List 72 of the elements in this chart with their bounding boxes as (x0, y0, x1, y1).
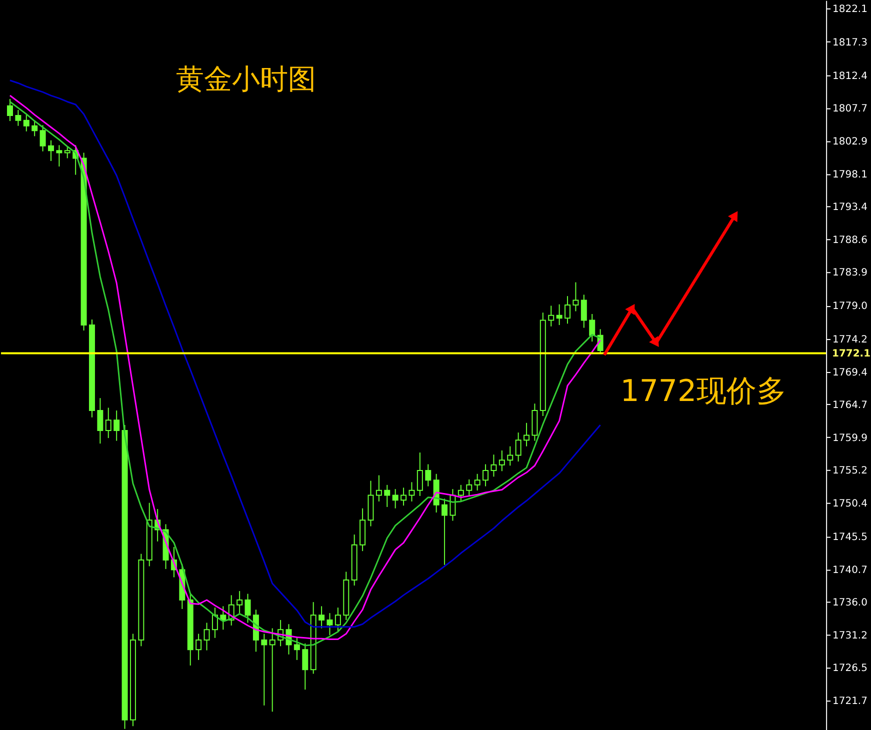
candlestick (482, 464, 489, 487)
candlestick (261, 633, 268, 706)
candlestick (15, 110, 22, 126)
candlestick (40, 124, 46, 152)
y-tick-label: 1769.4 (832, 367, 868, 378)
candlestick (498, 450, 505, 472)
y-tick-label: 1740.7 (832, 565, 868, 576)
y-tick-label: 1731.2 (832, 630, 868, 642)
text: 黄金小时图 (176, 62, 316, 96)
y-tick-label: 1764.7 (832, 400, 868, 411)
y-tick-label: 1793.4 (832, 202, 868, 213)
candlestick (392, 488, 398, 509)
candlestick (524, 422, 530, 447)
y-tick-label: 1817.3 (832, 37, 868, 48)
candlestick (589, 314, 596, 342)
y-tick-label: 1721.7 (832, 696, 868, 708)
candlestick (326, 612, 333, 636)
candlestick (490, 454, 497, 478)
candlestick (269, 628, 276, 712)
y-tick-label: 1755.2 (832, 465, 868, 476)
y-tick-label: 1750.4 (832, 498, 868, 510)
candlestick (64, 146, 70, 159)
candlestick (204, 622, 210, 651)
candlestick (572, 282, 579, 312)
y-tick-label: 1798.1 (832, 170, 868, 181)
candlestick (32, 120, 38, 137)
candlestick (515, 432, 522, 462)
y-tick-label: 1812.4 (832, 71, 868, 82)
candlestick (212, 607, 218, 638)
candlestick (408, 482, 415, 502)
candlestick (97, 398, 104, 444)
candlestick (376, 474, 382, 502)
y-tick-label: 1759.9 (832, 432, 868, 444)
candlestick (400, 487, 407, 506)
y-tick-label: 1774.2 (832, 334, 868, 346)
y-tick-label: 1822.1 (832, 4, 868, 16)
candlestick (334, 607, 341, 632)
y-tick-label: 1788.6 (832, 235, 868, 246)
candlestick (114, 410, 120, 442)
candlestick (105, 407, 112, 439)
y-tick-label: 1802.9 (832, 136, 868, 148)
candlestick (384, 484, 390, 508)
candlestick (507, 446, 514, 466)
candlestick (48, 140, 54, 162)
y-tick-label: 1807.7 (832, 103, 868, 114)
candlestick (220, 606, 226, 630)
candlestick (23, 114, 30, 132)
candlestick (416, 452, 423, 496)
candlestick (302, 642, 308, 690)
candlestick (466, 478, 472, 496)
candlestick (196, 633, 202, 660)
candlestick (458, 484, 464, 502)
candlestick (564, 296, 571, 324)
candlestick (6, 98, 13, 122)
y-tick-label: 1736.0 (832, 598, 868, 609)
candlestick (56, 144, 62, 168)
candlestick (548, 305, 554, 327)
candlestick (442, 498, 448, 566)
y-tick-label: 1726.5 (832, 663, 868, 674)
text: 1772现价多 (620, 374, 787, 409)
y-tick-label: 1783.9 (832, 267, 868, 278)
y-tick-label: 1779.0 (832, 301, 868, 312)
candlestick (236, 590, 243, 614)
candlestick (318, 606, 325, 629)
candlestick (556, 304, 562, 326)
candlestick (425, 464, 432, 487)
ref-line-label: 1772.1 (832, 348, 871, 360)
candlestick (244, 593, 251, 624)
candlestick (294, 636, 300, 660)
candlestick (580, 294, 587, 328)
y-tick-label: 1745.5 (832, 532, 868, 544)
candlestick (474, 473, 480, 491)
